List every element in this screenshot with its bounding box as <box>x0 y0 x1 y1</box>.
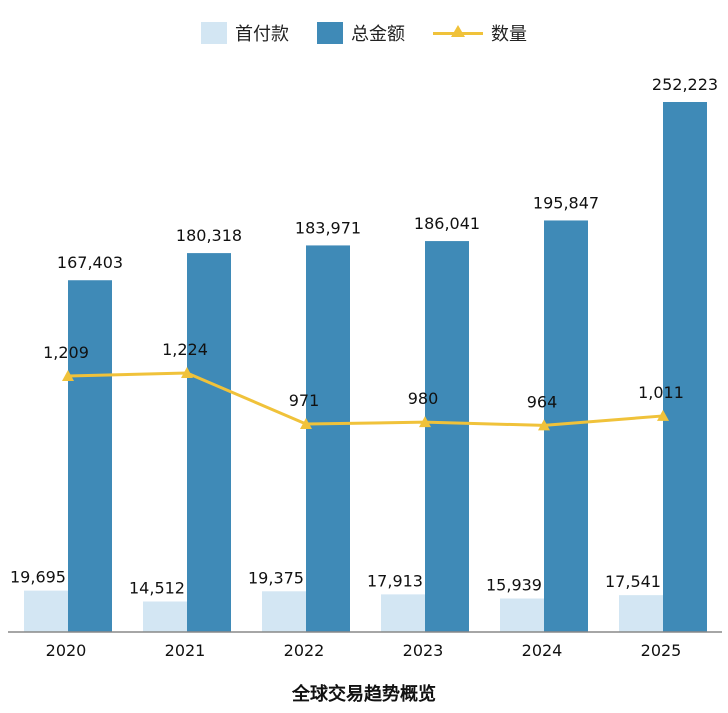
label-count-2024: 964 <box>527 392 558 411</box>
legend-swatch-count <box>433 22 483 44</box>
bar-down-payment-2022 <box>262 591 306 632</box>
label-down-payment-2022: 19,375 <box>248 568 304 587</box>
bar-total-amount-2023 <box>425 241 469 633</box>
label-count-2020: 1,209 <box>43 343 89 362</box>
point-count-2025 <box>657 409 669 421</box>
legend-item-total-amount: 总金额 <box>317 20 405 46</box>
label-total-amount-2020: 167,403 <box>57 253 123 272</box>
x-tick-2025: 2025 <box>641 641 682 660</box>
legend-label-count: 数量 <box>491 24 527 45</box>
bar-total-amount-2022 <box>306 245 350 633</box>
point-count-2021 <box>181 367 193 378</box>
label-total-amount-2023: 186,041 <box>414 214 480 233</box>
chart-caption: 全球交易趋势概览 <box>292 684 436 705</box>
label-count-2023: 980 <box>408 389 439 408</box>
bar-total-amount-2025 <box>663 102 707 632</box>
legend-item-down-payment: 首付款 <box>201 20 289 46</box>
label-count-2021: 1,224 <box>162 340 208 359</box>
legend-swatch-down-payment <box>201 22 227 44</box>
label-count-2025: 1,011 <box>638 383 684 402</box>
label-down-payment-2020: 19,695 <box>10 568 66 587</box>
bar-down-payment-2020 <box>24 590 68 632</box>
bar-total-amount-2020 <box>68 280 112 632</box>
label-down-payment-2023: 17,913 <box>367 571 423 590</box>
label-down-payment-2024: 15,939 <box>486 576 542 595</box>
x-tick-2024: 2024 <box>522 641 563 660</box>
x-tick-2020: 2020 <box>46 641 87 660</box>
point-count-2023 <box>419 416 431 428</box>
bar-total-amount-2021 <box>187 253 231 632</box>
bar-down-payment-2021 <box>143 601 187 632</box>
chart-legend: 首付款 总金额 数量 <box>0 20 728 46</box>
legend-label-down-payment: 首付款 <box>235 24 289 45</box>
x-tick-2023: 2023 <box>403 641 444 660</box>
point-count-2020 <box>62 370 74 382</box>
label-down-payment-2025: 17,541 <box>605 572 661 591</box>
label-total-amount-2025: 252,223 <box>652 75 718 94</box>
bar-down-payment-2023 <box>381 594 425 632</box>
label-down-payment-2021: 14,512 <box>129 579 185 598</box>
bar-down-payment-2025 <box>619 595 663 632</box>
legend-swatch-total-amount <box>317 22 343 44</box>
legend-label-total-amount: 总金额 <box>351 24 405 45</box>
legend-item-count: 数量 <box>433 20 527 46</box>
x-tick-2021: 2021 <box>165 641 206 660</box>
x-tick-2022: 2022 <box>284 641 325 660</box>
label-total-amount-2024: 195,847 <box>533 193 599 212</box>
point-count-2024 <box>538 419 550 431</box>
label-total-amount-2022: 183,971 <box>295 218 361 237</box>
bar-down-payment-2024 <box>500 598 544 632</box>
label-count-2022: 971 <box>289 391 320 410</box>
label-total-amount-2021: 180,318 <box>176 226 242 245</box>
point-count-2022 <box>300 418 312 429</box>
line-count <box>67 371 664 427</box>
